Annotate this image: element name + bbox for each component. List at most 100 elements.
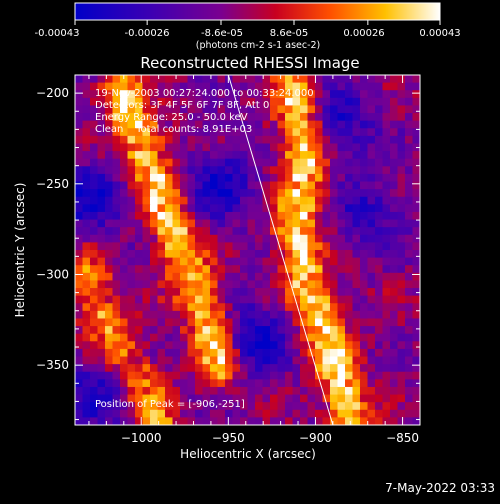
heatmap-cell <box>352 280 361 289</box>
heatmap-cell <box>112 135 121 145</box>
heatmap-cell <box>292 120 301 129</box>
heatmap-cell <box>300 135 309 145</box>
heatmap-cell <box>97 356 106 365</box>
heatmap-cell <box>225 356 234 365</box>
heatmap-cell <box>397 211 406 221</box>
heatmap-cell <box>375 379 384 388</box>
heatmap-cell <box>202 166 211 175</box>
heatmap-cell <box>360 310 369 320</box>
heatmap-cell <box>337 219 346 228</box>
heatmap-cell <box>247 75 256 84</box>
heatmap-cell <box>165 196 174 205</box>
heatmap-cell <box>120 173 129 183</box>
heatmap-cell <box>202 128 211 137</box>
heatmap-cell <box>75 333 84 342</box>
heatmap-cell <box>270 417 279 425</box>
heatmap-cell <box>105 409 114 418</box>
heatmap-cell <box>277 257 286 266</box>
heatmap-cell <box>300 348 309 358</box>
heatmap-cell <box>322 151 331 160</box>
heatmap-cell <box>75 318 84 327</box>
heatmap-cell <box>382 82 391 91</box>
heatmap-cell <box>307 242 316 251</box>
heatmap-cell <box>157 90 166 99</box>
heatmap-cell <box>150 105 159 114</box>
heatmap-cell <box>150 303 159 312</box>
heatmap-cell <box>127 82 136 91</box>
heatmap-cell <box>202 204 211 213</box>
heatmap-cell <box>90 166 99 175</box>
heatmap-cell <box>210 173 219 183</box>
heatmap-cell <box>285 151 294 160</box>
heatmap-cell <box>382 348 391 358</box>
heatmap-cell <box>180 417 189 425</box>
heatmap-cell <box>352 158 361 167</box>
heatmap-cell <box>262 158 271 167</box>
heatmap-cell <box>150 151 159 160</box>
heatmap-cell <box>90 295 99 304</box>
heatmap-cell <box>202 113 211 122</box>
heatmap-cell <box>412 120 420 129</box>
heatmap-cell <box>405 417 414 425</box>
heatmap-cell <box>285 280 294 289</box>
heatmap-cell <box>255 189 264 198</box>
heatmap-cell <box>405 295 414 304</box>
heatmap-cell <box>135 364 144 373</box>
heatmap-cell <box>157 204 166 213</box>
heatmap-cell <box>247 379 256 388</box>
heatmap-cell <box>195 371 204 380</box>
heatmap-cell <box>97 409 106 418</box>
heatmap-cell <box>285 105 294 114</box>
heatmap-cell <box>165 211 174 221</box>
heatmap-cell <box>330 295 339 304</box>
heatmap-cell <box>255 272 264 282</box>
heatmap-cell <box>277 211 286 221</box>
heatmap-cell <box>345 242 354 251</box>
heatmap-cell <box>202 295 211 304</box>
heatmap-cell <box>165 364 174 373</box>
heatmap-cell <box>360 356 369 365</box>
heatmap-cell <box>375 189 384 198</box>
heatmap-cell <box>142 318 151 327</box>
colorbar-tick-label: -8.6e-05 <box>201 28 243 39</box>
heatmap-cell <box>150 257 159 266</box>
heatmap-cell <box>382 310 391 320</box>
heatmap-cell <box>247 364 256 373</box>
heatmap-cell <box>225 97 234 107</box>
heatmap-cell <box>255 97 264 107</box>
heatmap-cell <box>97 120 106 129</box>
heatmap-cell <box>135 158 144 167</box>
heatmap-cell <box>217 204 226 213</box>
heatmap-cell <box>390 341 399 350</box>
heatmap-cell <box>112 257 121 266</box>
heatmap-cell <box>337 173 346 183</box>
heatmap-cell <box>150 348 159 358</box>
heatmap-cell <box>105 364 114 373</box>
heatmap-cell <box>277 219 286 228</box>
heatmap-cell <box>397 234 406 243</box>
heatmap-cell <box>360 151 369 160</box>
heatmap-cell <box>367 295 376 304</box>
heatmap-cell <box>90 113 99 122</box>
heatmap-cell <box>397 181 406 190</box>
heatmap-cell <box>345 295 354 304</box>
heatmap-cell <box>247 219 256 228</box>
heatmap-cell <box>412 196 420 205</box>
heatmap-cell <box>285 219 294 228</box>
heatmap-cell <box>97 75 106 84</box>
heatmap-cell <box>90 75 99 84</box>
heatmap-cell <box>187 120 196 129</box>
heatmap-cell <box>337 196 346 205</box>
heatmap-cell <box>75 75 84 84</box>
heatmap-cell <box>360 250 369 259</box>
heatmap-cell <box>292 211 301 221</box>
heatmap-cell <box>210 341 219 350</box>
heatmap-cell <box>127 379 136 388</box>
heatmap-cell <box>240 90 249 99</box>
heatmap-cell <box>382 280 391 289</box>
heatmap-cell <box>217 158 226 167</box>
heatmap-cell <box>187 151 196 160</box>
heatmap-cell <box>135 386 144 396</box>
heatmap-cell <box>120 196 129 205</box>
